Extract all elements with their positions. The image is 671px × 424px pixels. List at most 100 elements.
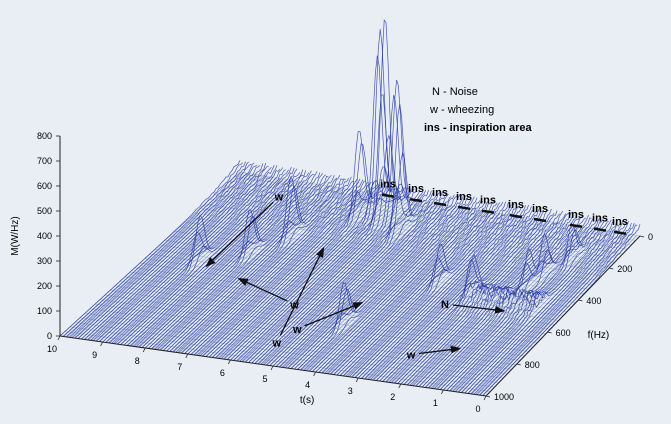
t-tick-label: 4 [305,380,310,390]
ins-segment [381,193,395,198]
spectrum-trace [345,201,509,377]
legend-entry: N - Noise [432,86,478,98]
spectrum-trace [482,224,638,396]
annotation-label: N [441,299,449,311]
spectrum-trace [108,169,286,344]
mesh-line-t [70,173,251,338]
ins-label: ins [612,216,628,228]
f-tick-label: 600 [556,328,571,338]
t-tick-label: 8 [135,356,140,366]
mesh-line-t [407,224,567,386]
t-tick-mark [57,335,61,341]
mesh-line-t [478,234,634,396]
mesh-line-t [453,230,611,392]
spectrum-trace [144,172,321,349]
f-tick-mark [578,299,583,302]
spectrum-trace [217,185,389,359]
mesh-line-t [286,205,454,369]
mesh-line-t [73,173,254,339]
mesh-line-t [279,204,447,368]
spectrum-trace [74,162,255,339]
spectrum-trace [78,165,258,339]
t-tick-mark [185,353,189,359]
spectrum-trace [434,217,592,389]
spectrum-trace [129,170,307,347]
annotation-arrow [418,345,462,355]
spectrum-trace [214,143,387,359]
spectrum-trace [105,167,284,343]
spectrum-trace [409,212,569,386]
mesh-line-t [343,214,507,377]
spectrum-trace [269,193,438,366]
spectrum-trace [175,177,349,353]
ins-label: ins [568,209,584,221]
annotation-arrow [452,304,506,314]
t-tick-label: 6 [220,368,225,378]
spectrum-trace [354,206,518,378]
spectrum-trace [138,174,315,348]
spectrum-trace [476,222,632,395]
spectrum-trace [309,196,475,372]
spectrum-trace [364,205,527,380]
annotation-arrow [279,246,325,336]
annotation-arrow [205,201,274,268]
spectrum-trace [68,161,249,338]
mesh-line-t [198,192,371,356]
mesh-line-t [109,179,287,344]
spectrum-trace [278,193,447,368]
spectrum-trace [284,196,452,368]
spectrum-trace [357,205,521,379]
mesh-line-t [297,207,464,370]
spectrum-trace [324,201,489,374]
spectrum-trace [96,165,275,342]
m-tick-label: 700 [37,156,52,166]
f-tick-label: 1000 [494,392,514,402]
f-tick-mark [485,395,491,398]
ins-segment [457,205,471,211]
spectrum-trace [351,203,515,378]
spectrum-trace [147,173,324,349]
spectrum-trace [388,209,549,383]
t-tick-label: 0 [475,404,480,414]
spectrum-trace [400,213,561,385]
m-tick-label: 800 [37,131,52,141]
spectrum-trace [272,192,441,367]
t-tick-mark [398,383,402,389]
spectrum-trace [367,204,529,380]
spectrum-trace [178,176,352,353]
spectrum-trace [458,220,615,393]
f-tick-mark [609,267,614,270]
m-tick-label: 200 [37,281,52,291]
mesh-line-t [233,197,404,361]
spectrum-trace [202,181,375,357]
spectrum-trace [227,29,398,360]
mesh-line-t [457,231,614,393]
t-tick-mark [270,365,274,371]
spectrum-trace [303,196,469,371]
mesh-line-t [326,211,491,374]
spectrum-trace [421,216,581,388]
mesh-line-t [113,179,291,344]
spectrum-trace [169,175,344,352]
mesh-line-t [95,177,274,342]
m-axis-label: M(W/Hz) [10,216,21,255]
mesh-line-t [404,223,564,385]
spectrum-trace [449,219,606,392]
spectrum-trace [157,175,332,350]
spectrum-trace [84,163,264,340]
spectrum-trace [452,220,609,392]
ins-label: ins [456,191,472,203]
spectrum-trace [424,216,584,388]
spectrum-trace [306,199,472,371]
spectrum-trace [184,178,358,354]
mesh-line-t [350,215,514,378]
mesh-line-t [66,172,247,338]
ins-segment [481,209,495,214]
spectrum-trace [297,196,464,370]
spectrum-trace [403,210,564,385]
t-tick-label: 5 [262,374,267,384]
spectrum-trace [443,217,601,391]
ins-label: ins [380,179,396,191]
spectrum-trace [221,179,392,359]
spectrum-trace [187,178,361,355]
